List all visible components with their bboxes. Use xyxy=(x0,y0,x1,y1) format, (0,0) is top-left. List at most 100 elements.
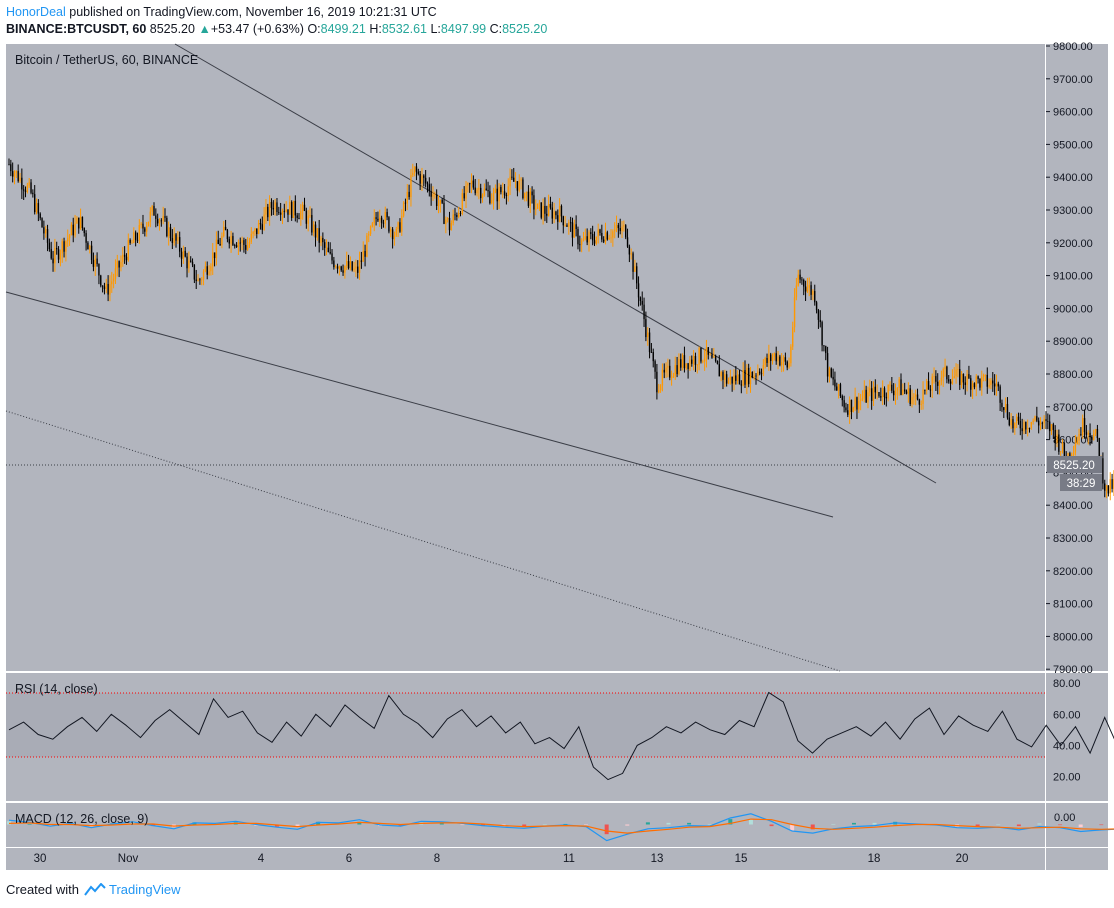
candle-body xyxy=(30,182,32,193)
candle-body xyxy=(606,232,609,240)
candle-body xyxy=(399,222,401,232)
candle-body xyxy=(65,241,67,252)
candle-body xyxy=(17,171,19,182)
candle-body xyxy=(101,285,104,287)
candle-body xyxy=(342,270,344,273)
candle-body xyxy=(333,260,335,268)
candle-body xyxy=(366,235,368,257)
macd-hist-bar xyxy=(707,823,712,825)
publish-info: HonorDeal published on TradingView.com, … xyxy=(6,5,437,19)
price-axis[interactable] xyxy=(1046,44,1108,671)
candle-body xyxy=(476,189,478,194)
candle-body xyxy=(1096,428,1099,439)
candle-body xyxy=(338,266,341,269)
rsi-tick-label: 20.00 xyxy=(1053,771,1081,783)
candle-body xyxy=(347,261,350,269)
candle-body xyxy=(602,239,605,242)
candle-body xyxy=(709,354,711,356)
candle-body xyxy=(630,253,632,255)
candle-body xyxy=(439,199,442,205)
candle-body xyxy=(696,364,698,366)
author-link[interactable]: HonorDeal xyxy=(6,5,66,19)
candle-body xyxy=(648,332,651,353)
candle-body xyxy=(806,287,809,292)
candle-body xyxy=(993,383,996,387)
candle-body xyxy=(32,192,34,195)
candle-body xyxy=(467,183,469,186)
candle-body xyxy=(371,223,374,227)
candle-body xyxy=(149,211,152,222)
candle-body xyxy=(232,236,234,246)
candle-body xyxy=(1004,404,1007,411)
candle-body xyxy=(417,171,419,174)
candle-body xyxy=(747,367,750,385)
macd-title: MACD (12, 26, close, 9) xyxy=(15,812,148,826)
candle-body xyxy=(577,229,579,245)
candle-body xyxy=(1006,404,1009,418)
candle-body xyxy=(375,217,377,219)
candle-body xyxy=(138,225,141,240)
main-pane[interactable] xyxy=(6,44,1045,671)
candle-body xyxy=(513,177,515,182)
candle-body xyxy=(437,204,440,207)
candle-body xyxy=(911,397,913,405)
candle-body xyxy=(781,361,783,366)
candle-body xyxy=(841,395,843,401)
candle-body xyxy=(898,379,900,388)
published-text: published on TradingView.com, November 1… xyxy=(69,5,437,19)
candle-body xyxy=(591,233,594,241)
candle-body xyxy=(122,254,124,262)
candle-body xyxy=(702,361,704,363)
macd-hist-bar xyxy=(398,824,403,827)
macd-hist-bar xyxy=(769,824,774,827)
candle-body xyxy=(243,240,245,245)
candle-body xyxy=(92,259,95,267)
candle-body xyxy=(612,231,614,238)
candle-body xyxy=(957,368,959,370)
candle-body xyxy=(735,375,737,381)
candle-body xyxy=(927,381,930,390)
candle-body xyxy=(1080,434,1082,436)
candle-body xyxy=(795,285,798,298)
candle-body xyxy=(636,266,638,284)
candle-body xyxy=(103,286,106,290)
candle-body xyxy=(977,376,979,379)
tradingview-logo-icon xyxy=(84,883,106,896)
candle-body xyxy=(1028,427,1031,429)
time-axis[interactable] xyxy=(6,848,1045,870)
candle-body xyxy=(15,171,18,174)
candle-body xyxy=(874,386,877,393)
candle-body xyxy=(962,373,965,383)
candle-body xyxy=(406,191,408,204)
candle-body xyxy=(779,356,781,366)
candle-body xyxy=(76,217,78,224)
candle-body xyxy=(771,357,774,362)
candle-body xyxy=(107,283,109,295)
candle-body xyxy=(78,217,80,229)
candle-body xyxy=(428,184,431,192)
last-price-tag-bg xyxy=(1047,456,1102,473)
candle-body xyxy=(905,391,908,394)
candle-body xyxy=(177,237,179,241)
candle-body xyxy=(782,357,785,362)
rsi-title: RSI (14, close) xyxy=(15,682,98,696)
tradingview-brand[interactable]: TradingView xyxy=(84,882,181,897)
candle-body xyxy=(327,247,330,253)
last-price-tag-text: 8525.20 xyxy=(1053,460,1095,472)
candle-body xyxy=(166,217,168,237)
candle-body xyxy=(193,264,196,280)
candle-body xyxy=(564,225,566,227)
candle-body xyxy=(312,224,315,233)
candle-body xyxy=(680,359,682,368)
candle-body xyxy=(13,173,16,177)
candle-body xyxy=(951,378,954,384)
candle-body xyxy=(377,218,379,221)
candle-body xyxy=(246,245,249,250)
price-tick-label: 8200.00 xyxy=(1053,566,1093,578)
candle-body xyxy=(426,183,429,185)
candle-body xyxy=(1043,419,1045,424)
candle-body xyxy=(542,205,544,218)
high-value: 8532.61 xyxy=(381,22,427,36)
candle-body xyxy=(1102,458,1104,484)
